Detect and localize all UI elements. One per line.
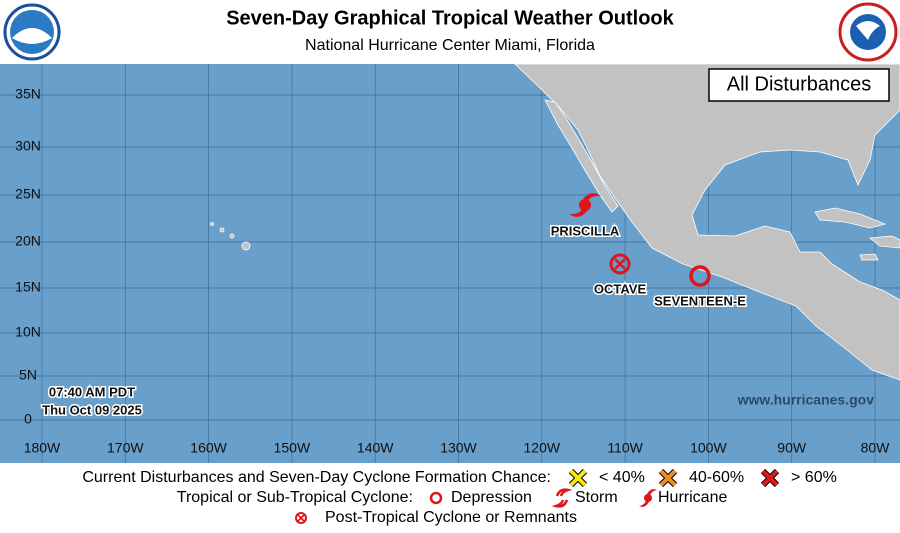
lon-label: 90W xyxy=(777,440,807,456)
lat-label: 10N xyxy=(15,324,41,340)
legend-item: Hurricane xyxy=(658,489,727,506)
legend-label: Current Disturbances and Seven-Day Cyclo… xyxy=(82,469,551,486)
lat-label: 15N xyxy=(15,279,41,295)
lon-label: 160W xyxy=(190,440,227,456)
hurricane-icon xyxy=(569,193,601,217)
lat-label: 20N xyxy=(15,233,41,249)
legend-item: Post-Tropical Cyclone or Remnants xyxy=(325,509,577,526)
title: Seven-Day Graphical Tropical Weather Out… xyxy=(226,7,674,29)
lon-label: 150W xyxy=(274,440,311,456)
nws-logo xyxy=(838,2,898,62)
lon-label: 130W xyxy=(440,440,477,456)
lat-label: 5N xyxy=(19,367,37,383)
lon-label: 110W xyxy=(607,440,643,456)
timestamp: Thu Oct 09 2025 xyxy=(42,402,142,417)
legend-label: Tropical or Sub-Tropical Cyclone: xyxy=(177,489,413,506)
storm-label: PRISCILLA xyxy=(551,223,620,238)
legend-item: > 60% xyxy=(791,469,837,486)
legend-item: < 40% xyxy=(599,469,645,486)
storm-label: SEVENTEEN-E xyxy=(654,293,746,308)
legend-item: Depression xyxy=(451,489,532,506)
land xyxy=(210,63,900,381)
lon-label: 80W xyxy=(861,440,891,456)
timestamp: 07:40 AM PDT xyxy=(49,384,135,399)
map: All Disturbances PRISCILLA OCTAVE SEVENT… xyxy=(0,63,900,463)
lat-label: 35N xyxy=(15,86,41,102)
depression-icon xyxy=(689,265,711,287)
badge-box xyxy=(708,68,890,102)
lon-label: 120W xyxy=(524,440,561,456)
lat-label: 25N xyxy=(15,186,41,202)
lat-label: 30N xyxy=(15,138,41,154)
lon-label: 140W xyxy=(357,440,394,456)
lon-label: 170W xyxy=(107,440,144,456)
lat-label: 0 xyxy=(24,411,32,427)
noaa-logo xyxy=(3,3,61,61)
website: www.hurricanes.gov xyxy=(737,392,875,408)
lon-label: 180W xyxy=(24,440,61,456)
legend-item: Storm xyxy=(575,489,618,506)
legend: Current Disturbances and Seven-Day Cyclo… xyxy=(82,468,837,526)
storm-label: OCTAVE xyxy=(594,281,647,296)
lon-label: 100W xyxy=(690,440,727,456)
legend-item: 40-60% xyxy=(689,469,744,486)
subtitle: National Hurricane Center Miami, Florida xyxy=(305,37,595,54)
post-tropical-icon xyxy=(609,253,631,275)
badge: All Disturbances xyxy=(727,73,872,95)
